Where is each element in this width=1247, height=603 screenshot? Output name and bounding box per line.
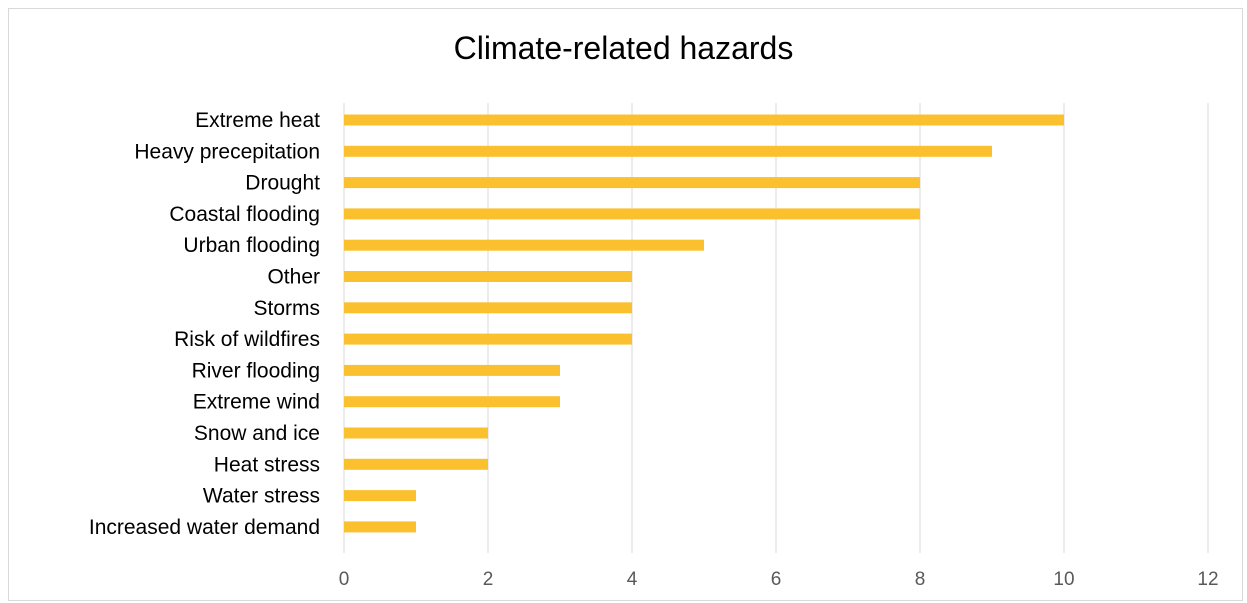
bar <box>344 145 992 157</box>
gridlines <box>343 103 1209 553</box>
category-label: Urban flooding <box>183 234 320 257</box>
bar <box>344 427 488 439</box>
chart-title: Climate-related hazards <box>453 30 794 66</box>
category-label: River flooding <box>192 359 320 382</box>
bar <box>344 208 920 220</box>
x-tick-label: 4 <box>627 569 638 590</box>
category-label: Increased water demand <box>89 516 320 539</box>
bar <box>344 333 632 345</box>
bar <box>344 490 416 502</box>
bars <box>344 114 1064 533</box>
category-label: Risk of wildfires <box>174 328 320 351</box>
category-label: Other <box>267 266 320 289</box>
category-label: Extreme wind <box>193 391 320 414</box>
bar <box>344 302 632 314</box>
category-label: Extreme heat <box>195 109 320 132</box>
category-label: Snow and ice <box>194 422 320 445</box>
bar <box>344 458 488 470</box>
category-labels: Extreme heat Heavy precepitation Drought Co… <box>89 109 320 539</box>
bar <box>344 364 560 376</box>
bar <box>344 521 416 533</box>
category-label: Heavy precepitation <box>134 140 320 163</box>
bar <box>344 239 704 251</box>
category-label: Coastal flooding <box>169 203 320 226</box>
category-label: Heat stress <box>214 453 320 476</box>
category-label: Drought <box>245 172 320 195</box>
x-tick-label: 0 <box>339 569 350 590</box>
bar <box>344 177 920 189</box>
x-tick-label: 10 <box>1053 569 1074 590</box>
bar <box>344 271 632 282</box>
x-tick-labels: 0 2 4 6 8 10 12 <box>339 569 1219 590</box>
bar <box>344 396 560 408</box>
x-tick-label: 6 <box>771 569 782 590</box>
category-label: Water stress <box>203 485 320 508</box>
x-tick-label: 8 <box>915 569 926 590</box>
x-tick-label: 12 <box>1197 569 1218 590</box>
x-tick-label: 2 <box>483 569 494 590</box>
category-label: Storms <box>253 297 320 320</box>
bar <box>344 114 1064 126</box>
